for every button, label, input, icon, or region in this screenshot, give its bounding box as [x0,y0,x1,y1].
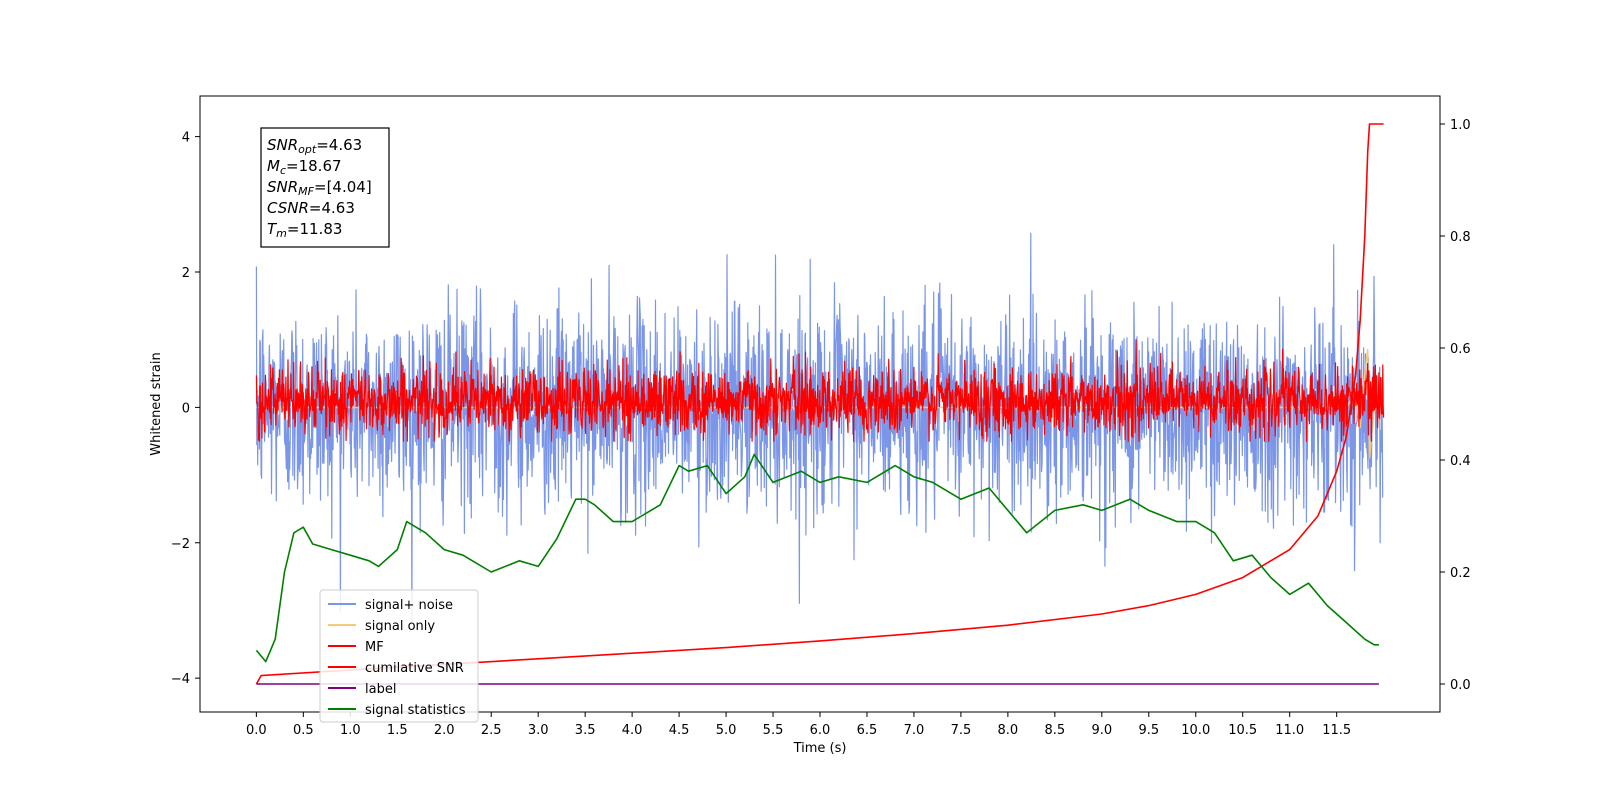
x-tick-label: 7.5 [951,723,972,738]
x-tick-label: 11.5 [1322,723,1351,738]
x-tick-label: 4.0 [622,723,643,738]
y-axis-label: Whitened strain [149,352,164,455]
annotation-box: SNRopt=4.63Mc=18.67SNRMF=[4.04]CSNR=4.63… [260,127,390,248]
legend: signal+ noise signal only MF cumilative SNR… [319,589,479,723]
x-tick-label: 6.0 [810,723,831,738]
legend-entry: cumilative SNR [365,661,464,676]
y2-tick-label: 1.0 [1450,118,1471,133]
x-tick-label: 1.0 [340,723,361,738]
legend-entry: label [365,682,396,697]
annotation-line: SNRMF=[4.04] [267,178,372,198]
legend-entry: signal only [365,619,435,634]
y-axis-ticks: −4 −2 0 2 4 [171,131,200,687]
legend-frame [319,589,479,723]
x-tick-label: 5.5 [763,723,784,738]
x-tick-label: 11.0 [1275,723,1304,738]
y2-tick-label: 0.6 [1450,342,1471,357]
legend-entry: MF [365,640,384,655]
x-tick-label: 8.0 [998,723,1019,738]
x-tick-label: 9.0 [1091,723,1112,738]
y-tick-label: −4 [171,672,190,687]
x-axis-label: Time (s) [793,741,847,756]
x-tick-label: 0.5 [293,723,314,738]
x-tick-label: 10.5 [1228,723,1257,738]
x-tick-label: 4.5 [669,723,690,738]
y-tick-label: 2 [182,266,190,281]
y2-tick-label: 0.2 [1450,566,1471,581]
series-line-3 [255,123,1384,685]
x-tick-label: 10.0 [1181,723,1210,738]
y2-tick-label: 0.8 [1450,230,1471,245]
series-line-0 [255,232,1384,621]
y-tick-label: 4 [182,131,190,146]
x-tick-label: 5.0 [716,723,737,738]
x-axis-ticks: 0.0 0.5 1.0 1.5 2.0 2.5 3.0 3.5 4.0 4.5 5.0 5.5 6.0 6… [246,712,1351,738]
y-tick-label: 0 [182,401,190,416]
x-tick-label: 1.5 [387,723,408,738]
annotation-frame [260,127,390,248]
x-tick-label: 9.5 [1138,723,1159,738]
y2-axis-ticks: 0.0 0.2 0.4 0.6 0.8 1.0 [1440,118,1471,693]
annotation-line: CSNR=4.63 [267,199,355,217]
legend-entry: signal statistics [365,703,466,718]
x-tick-label: 8.5 [1045,723,1066,738]
x-tick-label: 7.0 [904,723,925,738]
x-tick-label: 6.5 [857,723,878,738]
y2-tick-label: 0.4 [1450,454,1471,469]
annotation-line: Mc=18.67 [267,157,342,177]
y-tick-label: −2 [171,537,190,552]
x-tick-label: 0.0 [246,723,267,738]
x-tick-label: 2.5 [481,723,502,738]
x-tick-label: 2.0 [434,723,455,738]
series-line-2 [255,339,1385,442]
series-line-5 [255,453,1379,663]
y2-tick-label: 0.0 [1450,678,1471,693]
annotation-line: SNRopt=4.63 [267,136,362,156]
annotation-line: Tm=11.83 [267,220,342,240]
legend-entry: signal+ noise [365,598,453,613]
x-tick-label: 3.0 [528,723,549,738]
x-tick-label: 3.5 [575,723,596,738]
